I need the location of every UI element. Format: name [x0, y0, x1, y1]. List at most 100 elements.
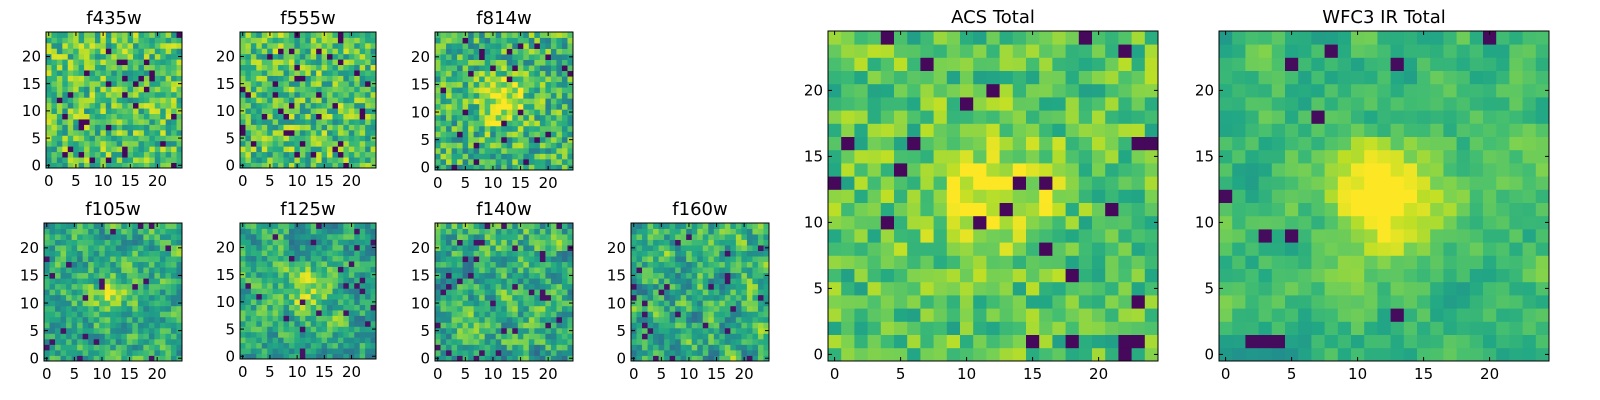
heatmap-cell: [359, 59, 366, 66]
heatmap-cell: [435, 147, 441, 154]
heatmap-cell: [343, 266, 350, 273]
heatmap-cell: [708, 355, 715, 362]
heatmap-cell: [305, 233, 312, 240]
heatmap-cell: [763, 267, 770, 274]
heatmap-cell: [556, 65, 563, 72]
heatmap-cell: [176, 267, 183, 274]
heatmap-cell: [841, 268, 855, 283]
heatmap-cell: [66, 316, 72, 323]
heatmap-cell: [741, 344, 748, 351]
heatmap-cell: [365, 113, 371, 120]
panel-title: f140w: [476, 199, 531, 220]
heatmap-cell: [708, 250, 715, 257]
heatmap-cell: [165, 32, 172, 38]
heatmap-cell: [534, 305, 541, 312]
heatmap-cell: [534, 131, 541, 138]
heatmap-cell: [440, 283, 447, 290]
heatmap-cell: [545, 349, 552, 356]
heatmap-cell: [111, 53, 118, 60]
heatmap-cell: [446, 322, 452, 329]
heatmap-cell: [451, 355, 458, 362]
heatmap-cell: [440, 164, 447, 171]
heatmap-cell: [176, 97, 183, 104]
heatmap-cell: [495, 234, 502, 240]
heatmap-cell: [1012, 202, 1027, 217]
heatmap-cell: [691, 239, 698, 246]
heatmap-cell: [310, 151, 317, 158]
heatmap-cell: [702, 338, 709, 345]
heatmap-cell: [435, 322, 441, 329]
heatmap-cell: [545, 87, 552, 94]
heatmap-cell: [512, 109, 519, 116]
heatmap-cell: [88, 322, 95, 329]
heatmap-cell: [176, 102, 183, 109]
heatmap-cell: [1092, 229, 1106, 243]
heatmap-cell: [348, 119, 355, 125]
heatmap-cell: [93, 278, 100, 285]
heatmap-cell: [46, 48, 52, 55]
heatmap-cell: [370, 42, 377, 49]
heatmap-cell: [359, 228, 366, 235]
heatmap-cell: [111, 91, 118, 98]
heatmap-cell: [545, 70, 552, 77]
heatmap-cell: [272, 353, 279, 360]
heatmap-cell: [245, 310, 252, 316]
heatmap-cell: [138, 124, 145, 131]
heatmap-cell: [446, 256, 452, 263]
heatmap-cell: [763, 223, 770, 229]
heatmap-cell: [66, 322, 72, 329]
heatmap-cell: [77, 316, 84, 323]
heatmap-cell: [539, 43, 546, 49]
heatmap-cell: [642, 294, 648, 301]
heatmap-cell: [960, 176, 974, 190]
heatmap-cell: [288, 304, 295, 311]
heatmap-cell: [154, 316, 161, 323]
heatmap-cell: [658, 272, 665, 279]
heatmap-cell: [111, 75, 118, 82]
heatmap-cell: [440, 65, 447, 72]
heatmap-cell: [84, 75, 90, 82]
heatmap-cell: [539, 37, 546, 44]
heatmap-cell: [122, 80, 128, 87]
heatmap-cell: [479, 305, 486, 312]
heatmap-cell: [697, 300, 704, 307]
heatmap-cell: [735, 333, 742, 340]
heatmap-cell: [105, 108, 112, 114]
heatmap-cell: [556, 153, 563, 160]
heatmap-cell: [46, 140, 52, 147]
heatmap-cell: [115, 245, 122, 251]
heatmap-cell: [77, 283, 84, 290]
heatmap-cell: [446, 344, 452, 351]
heatmap-cell: [636, 228, 643, 235]
heatmap-cell: [735, 300, 742, 307]
heatmap-cell: [94, 70, 101, 76]
heatmap-cell: [148, 223, 155, 229]
heatmap-cell: [473, 43, 480, 49]
heatmap-cell: [159, 305, 166, 312]
heatmap-cell: [327, 255, 333, 262]
heatmap-cell: [440, 87, 447, 94]
heatmap-cell: [370, 157, 377, 163]
heatmap-cell: [539, 125, 546, 132]
heatmap-cell: [310, 299, 317, 305]
heatmap-cell: [149, 48, 156, 55]
heatmap-cell: [528, 81, 535, 88]
heatmap-cell: [321, 124, 328, 131]
heatmap-cell: [512, 98, 519, 105]
heatmap-cell: [327, 97, 333, 104]
heatmap-cell: [115, 239, 122, 246]
heatmap-cell: [440, 125, 447, 132]
heatmap-cell: [170, 239, 177, 246]
heatmap-cell: [675, 245, 682, 251]
heatmap-cell: [240, 348, 246, 354]
heatmap-cell: [435, 120, 441, 127]
heatmap-cell: [658, 338, 665, 345]
heatmap-cell: [261, 97, 268, 104]
heatmap-cell: [348, 337, 355, 344]
heatmap-cell: [104, 311, 111, 318]
heatmap-cell: [763, 322, 770, 329]
heatmap-cell: [305, 146, 312, 153]
heatmap-cell: [545, 278, 552, 285]
heatmap-cell: [539, 114, 546, 121]
heatmap-cell: [256, 348, 263, 354]
